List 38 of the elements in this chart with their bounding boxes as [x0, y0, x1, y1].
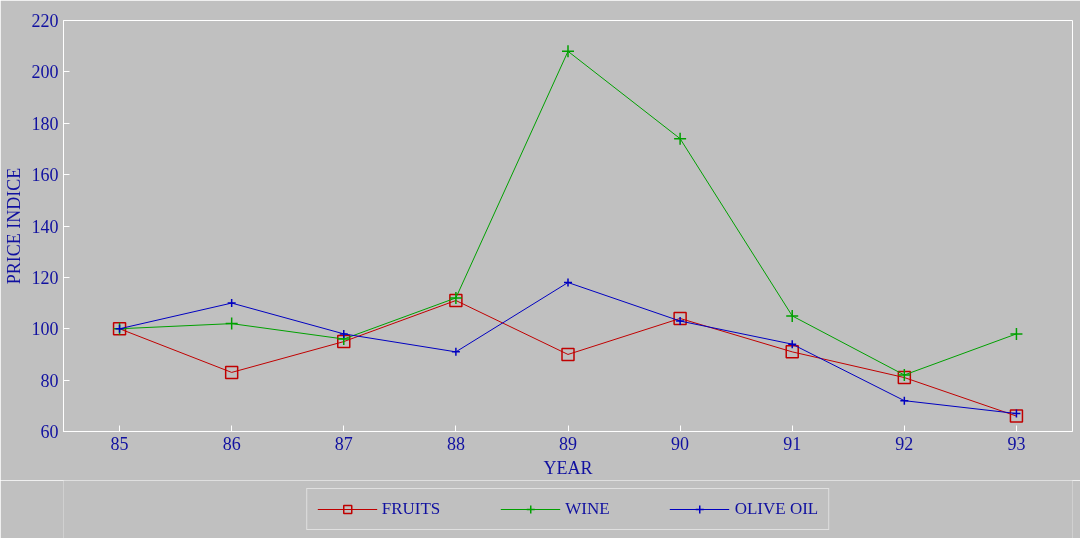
point [561, 44, 575, 59]
y-tick-label: 200 [31, 62, 59, 83]
y-tick-label: 140 [31, 216, 59, 237]
y-tick-label: 80 [40, 370, 59, 391]
point [226, 298, 237, 308]
point [785, 309, 799, 323]
point [224, 365, 239, 380]
x-tick-label: 90 [671, 433, 690, 454]
point [1009, 409, 1024, 423]
x-tick-label: 85 [110, 433, 129, 454]
x-tick-label: 93 [1007, 433, 1026, 454]
point [673, 131, 687, 146]
point [785, 345, 799, 359]
legend-label: OLIVE OIL [734, 499, 819, 519]
point [1009, 327, 1024, 341]
x-tick-label: 92 [895, 433, 914, 454]
x-tick-label: 91 [783, 433, 802, 454]
legend-label: WINE [565, 499, 610, 519]
y-tick-label: 100 [31, 319, 59, 340]
x-tick-label: 87 [334, 433, 353, 454]
x-tick-label: 88 [446, 433, 465, 454]
point [224, 316, 239, 331]
y-tick-label: 60 [40, 422, 59, 442]
y-tick-label: 120 [31, 267, 59, 288]
point [451, 347, 461, 357]
y-axis-title: PRICE INDICE [3, 167, 24, 285]
point [787, 339, 797, 349]
x-tick-label: 86 [222, 433, 241, 454]
y-tick-label: 220 [31, 11, 59, 31]
point [563, 277, 573, 288]
point [561, 347, 575, 362]
y-tick-label: 180 [31, 113, 59, 134]
point [673, 311, 687, 326]
point [339, 329, 349, 339]
x-axis-title: YEAR [543, 457, 593, 478]
y-tick-label: 160 [31, 165, 59, 186]
x-tick-label: 89 [559, 433, 577, 454]
legend-label: FRUITS [381, 499, 441, 519]
